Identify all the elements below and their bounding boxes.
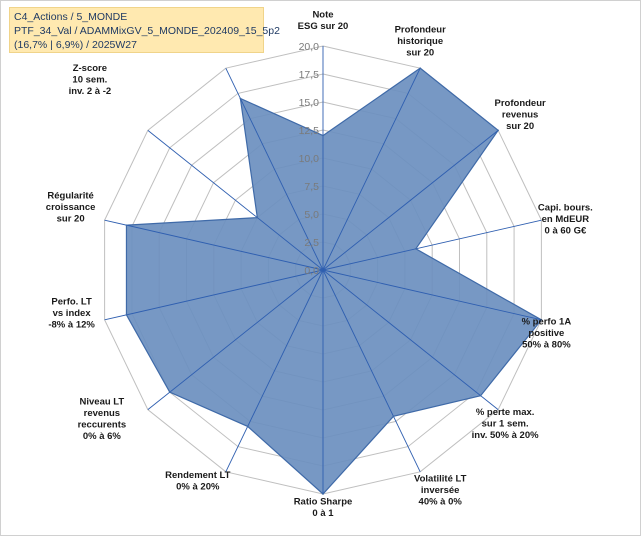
axis-label-5-1: sur 1 sem. xyxy=(482,419,529,430)
axis-label-3-0: Capi. bours. xyxy=(538,203,593,214)
data-point-9 xyxy=(168,391,171,394)
axis-label-1-1: historique xyxy=(397,36,443,47)
axis-label-4-2: 50% à 80% xyxy=(522,339,571,350)
tick-label-4: 10,0 xyxy=(299,153,320,165)
data-point-12 xyxy=(256,216,259,219)
axis-label-11-2: sur 20 xyxy=(57,214,85,225)
title-box: C4_Actions / 5_MONDE PTF_34_Val / ADAMMi… xyxy=(9,7,280,53)
axis-label-2-0: Profondeur xyxy=(495,98,546,109)
axis-label-12-0: Z-score xyxy=(73,63,107,74)
axis-label-5-2: inv. 50% à 20% xyxy=(472,430,539,441)
tick-label-2: 5,0 xyxy=(304,209,319,221)
axis-label-1-2: sur 20 xyxy=(406,48,434,59)
axis-spoke-4 xyxy=(322,269,542,321)
axis-label-12-1: 10 sem. xyxy=(72,74,107,85)
axis-spoke-8 xyxy=(225,269,324,473)
data-point-8 xyxy=(246,425,249,428)
axis-label-12-2: inv. 2 à -2 xyxy=(69,86,112,97)
tick-label-7: 17,5 xyxy=(299,69,320,81)
data-point-3 xyxy=(415,248,417,250)
axis-label-1-0: Profondeur xyxy=(395,25,446,36)
tick-label-5: 12,5 xyxy=(299,125,320,137)
data-point-11 xyxy=(125,224,128,226)
axis-label-2-1: revenus xyxy=(502,109,538,120)
title-line-2: PTF_34_Val / ADAMMixGV_5_MONDE_202409_15… xyxy=(14,25,280,37)
axis-label-10-1: vs index xyxy=(53,308,92,319)
axis-label-3-2: 0 à 60 G€ xyxy=(545,226,587,237)
axis-label-5-0: % perte max. xyxy=(476,407,535,418)
axis-label-10-0: Perfo. LT xyxy=(51,296,92,307)
axis-label-10-2: -8% à 12% xyxy=(48,319,95,330)
axis-label-4-1: positive xyxy=(528,328,564,339)
axis-label-6-1: inversée xyxy=(421,485,460,496)
axis-spoke-3 xyxy=(322,219,542,271)
axis-spoke-10 xyxy=(104,269,324,321)
axis-label-0-0: Note xyxy=(312,9,333,20)
tick-label-0: 0,0 xyxy=(304,265,319,277)
data-point-1 xyxy=(419,67,421,69)
data-point-4 xyxy=(540,319,543,321)
data-point-5 xyxy=(479,394,482,397)
axis-label-2-2: sur 20 xyxy=(506,121,534,132)
axis-label-7-0: Ratio Sharpe xyxy=(294,496,353,507)
tick-label-1: 2,5 xyxy=(304,237,319,249)
tick-label-3: 7,5 xyxy=(304,181,319,193)
axis-spoke-11 xyxy=(104,219,324,271)
data-point-6 xyxy=(392,415,395,418)
axis-label-0-1: ESG sur 20 xyxy=(298,21,349,32)
axis-spoke-5 xyxy=(322,269,499,411)
axis-spoke-2 xyxy=(322,129,499,271)
axis-label-9-3: 0% à 6% xyxy=(83,431,122,442)
title-line-3: (16,7% | 6,9%) / 2025W27 xyxy=(14,39,137,51)
axis-label-6-2: 40% à 0% xyxy=(419,496,463,507)
axis-spoke-13 xyxy=(225,67,324,271)
axis-label-11-1: croissance xyxy=(46,202,96,213)
title-line-1: C4_Actions / 5_MONDE xyxy=(14,11,128,23)
data-point-7 xyxy=(322,493,324,495)
axis-label-9-0: Niveau LT xyxy=(80,396,125,407)
axis-label-3-1: en MdEUR xyxy=(542,214,590,225)
axis-label-9-2: reccurents xyxy=(78,419,127,430)
axis-label-11-0: Régularité xyxy=(47,191,93,202)
axis-label-8-0: Rendement LT xyxy=(165,470,230,481)
axis-spoke-12 xyxy=(147,129,324,271)
tick-label-6: 15,0 xyxy=(299,97,320,109)
data-point-0 xyxy=(322,134,324,137)
data-point-13 xyxy=(239,97,242,100)
tick-label-8: 20,0 xyxy=(299,41,320,53)
axis-spoke-1 xyxy=(322,67,421,271)
axis-spoke-6 xyxy=(322,269,421,473)
axis-label-7-1: 0 à 1 xyxy=(312,508,334,519)
axis-label-9-1: revenus xyxy=(84,408,120,419)
axis-label-8-1: 0% à 20% xyxy=(176,482,220,493)
axis-spoke-9 xyxy=(147,269,324,411)
axis-label-4-0: % perfo 1A xyxy=(522,316,572,327)
data-point-10 xyxy=(125,314,128,316)
axis-label-6-0: Volatilité LT xyxy=(414,473,467,484)
data-point-2 xyxy=(497,129,499,132)
